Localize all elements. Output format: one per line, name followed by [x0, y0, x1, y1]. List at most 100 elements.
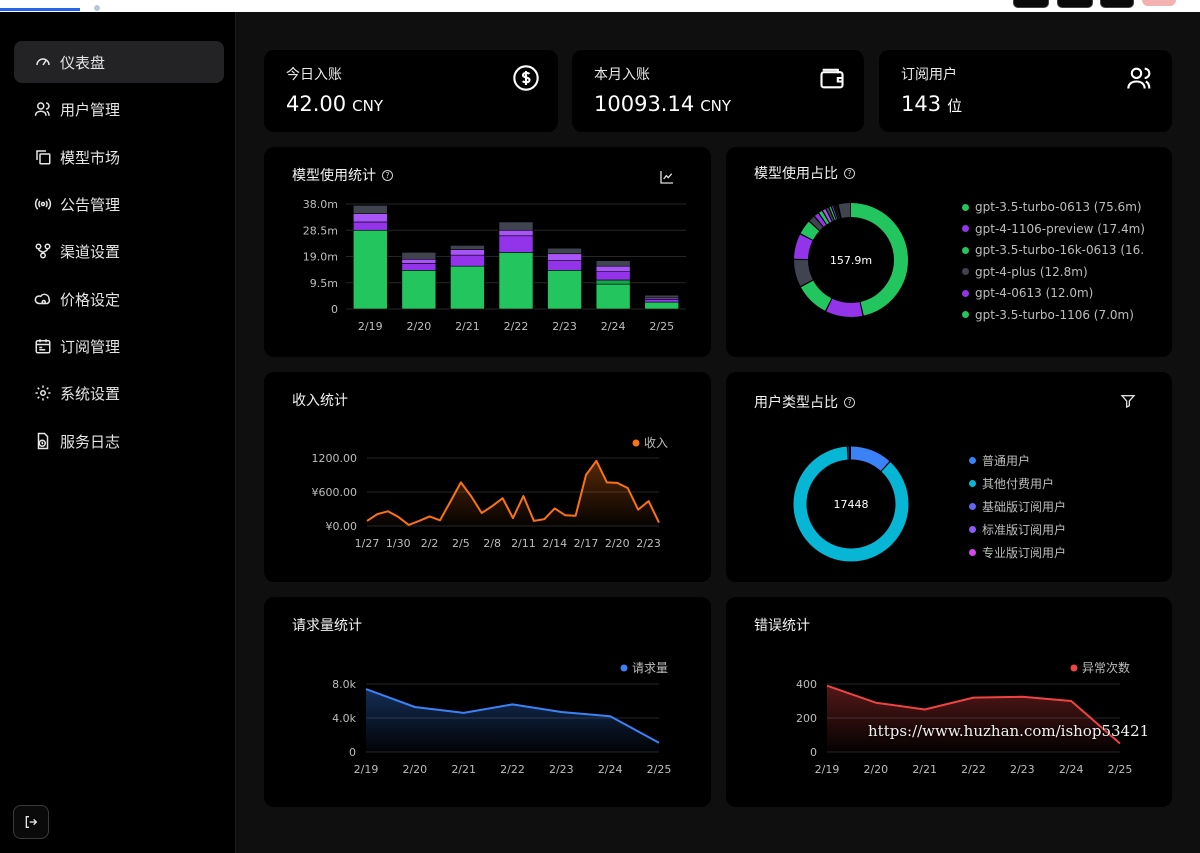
stat-unit: CNY [352, 97, 383, 115]
bar-segment [401, 258, 437, 264]
stat-value: 42.00 CNY [286, 92, 383, 116]
stat-unit: CNY [700, 97, 732, 115]
user-type-legend: 普通用户其他付费用户 基础版订阅用户 标准版订阅用户 专业版订阅用户 [726, 372, 1172, 582]
y-tick-label: 200 [796, 712, 817, 725]
bar-segment [644, 301, 680, 310]
x-tick-label: 2/25 [649, 320, 674, 333]
bar-segment [498, 221, 534, 231]
help-icon[interactable]: ? [382, 169, 393, 181]
legend-item[interactable]: 基础版订阅用户 [969, 498, 1066, 515]
sidebar-item-pricing[interactable]: 价格设定 [14, 278, 224, 320]
legend-label: 普通用户 [982, 454, 1031, 468]
sidebar: 仪表盘 用户管理 模型市场 公告管理 渠道设置 价格设定 订阅管理 系统设置 服… [0, 12, 236, 853]
sidebar-item-label: 模型市场 [60, 148, 121, 167]
bar-segment [547, 270, 582, 310]
sidebar-item-model-market[interactable]: 模型市场 [14, 136, 224, 178]
y-tick-label: 0 [349, 746, 356, 759]
sidebar-item-label: 仪表盘 [60, 53, 106, 72]
language-button[interactable] [1057, 0, 1093, 8]
panel-title: 用户类型占比? [754, 392, 855, 412]
series-line [366, 459, 660, 526]
model-usage-chart: 0 9.5m 19.0m 28.5m 38.0m 2/19 2/20 2/21 2/22 2/23… [303, 198, 686, 333]
legend-item[interactable]: gpt-3.5-turbo-1106 (7.0m) [962, 308, 1134, 322]
stat-card-today-income: 今日入账 42.00 CNY [264, 50, 558, 132]
panel-title: 请求量统计 [292, 615, 362, 635]
sidebar-item-label: 用户管理 [60, 100, 121, 119]
legend-item[interactable]: 标准版订阅用户 [969, 521, 1066, 538]
bar-segment [498, 235, 534, 253]
x-tick-label: 2/11 [511, 537, 536, 550]
legend-dot [962, 289, 969, 297]
x-tick-label: 2/21 [451, 763, 476, 776]
main-content: 今日入账 42.00 CNY 本月入账 10093.14 CNY 订阅用户 143 位… [236, 12, 1200, 853]
help-icon[interactable]: ? [844, 396, 855, 408]
sidebar-item-label: 服务日志 [60, 432, 121, 451]
logout-button[interactable] [13, 805, 49, 839]
top-bar [0, 0, 1200, 12]
donut-slice [793, 446, 909, 562]
legend-label: gpt-3.5-turbo-0613 (75.6m) [975, 200, 1142, 214]
x-tick-label: 2/22 [500, 763, 525, 776]
y-tick-label: 0 [331, 303, 338, 316]
sidebar-item-label: 渠道设置 [60, 242, 121, 261]
legend-item[interactable]: 其他付费用户 [969, 475, 1054, 492]
line-chart-icon[interactable] [659, 169, 675, 185]
stat-title: 订阅用户 [901, 67, 957, 83]
notification-button[interactable] [1100, 0, 1134, 8]
legend-item[interactable]: gpt-3.5-turbo-0613 (75.6m) [962, 200, 1142, 214]
legend-dot [632, 439, 640, 447]
y-tick-label: ¥600.00 [312, 486, 358, 499]
legend-label: 收入 [644, 436, 668, 450]
panel-model-share: 模型使用占比? 157.9m gpt-3.5-turbo-0613 (75.6m… [726, 147, 1172, 357]
sidebar-item-subscriptions[interactable]: 订阅管理 [14, 325, 224, 367]
sidebar-item-logs[interactable]: 服务日志 [14, 420, 224, 462]
theme-toggle-button[interactable] [1013, 0, 1049, 8]
x-tick-label: 2/8 [483, 537, 501, 550]
help-icon[interactable]: ? [844, 167, 855, 179]
legend-dot [962, 268, 969, 275]
gear-icon [35, 385, 51, 401]
panel-user-type: 用户类型占比? 17448 普通用户其他付费用户 基础版订阅用户 标准版订阅用户 专业… [726, 372, 1172, 582]
donut-slice [794, 203, 908, 317]
legend-item[interactable]: 普通用户 [969, 452, 1030, 469]
x-tick-label: 2/20 [605, 537, 630, 550]
legend-item[interactable]: gpt-3.5-turbo-16k-0613 (16. [962, 243, 1144, 257]
legend-dot [969, 549, 976, 556]
y-tick-label: 0 [810, 746, 817, 759]
panel-title: 模型使用统计? [292, 165, 393, 185]
legend-label: gpt-4-1106-preview (17.4m) [975, 221, 1145, 236]
bar-segment [450, 265, 485, 310]
watermark-text: https://www.huzhan.com/ishop53421 [868, 722, 1150, 740]
model-share-chart: 157.9m [794, 203, 908, 317]
stat-title: 本月入账 [594, 67, 650, 83]
bar-segment [547, 260, 582, 271]
sidebar-item-settings[interactable]: 系统设置 [14, 372, 224, 414]
donut-center-label: 17448 [834, 498, 869, 511]
filter-icon[interactable] [1120, 393, 1136, 409]
legend-item[interactable]: gpt-4-plus (12.8m) [962, 265, 1088, 279]
bar-segment [401, 263, 437, 271]
sidebar-item-users[interactable]: 用户管理 [14, 88, 224, 130]
legend-item[interactable]: 专业版订阅用户 [969, 544, 1066, 561]
requests-chart: 0 4.0k 8.0k 2/19 2/20 2/21 2/22 2/23 2/24 2/25 请求量 [332, 661, 671, 776]
user-type-chart: 17448 [793, 446, 909, 562]
x-tick-label: 2/21 [455, 320, 480, 333]
broadcast-icon [34, 198, 52, 210]
stat-card-subscribers: 订阅用户 143 位 [879, 50, 1172, 132]
legend-item[interactable]: gpt-4-0613 (12.0m) [962, 286, 1093, 300]
sidebar-item-channels[interactable]: 渠道设置 [14, 230, 224, 272]
legend-dot [969, 480, 976, 487]
copy-icon [36, 150, 51, 165]
legend-label: gpt-3.5-turbo-1106 (7.0m) [975, 307, 1134, 322]
x-tick-label: 2/23 [552, 320, 577, 333]
panel-requests: 请求量统计 0 4.0k 8.0k 2/19 2/20 2/21 2/22 2/23 2/24 2… [264, 597, 711, 807]
x-tick-label: 2/22 [961, 763, 986, 776]
sidebar-item-dashboard[interactable]: 仪表盘 [14, 41, 224, 83]
series-area [366, 689, 659, 752]
avatar[interactable] [1142, 0, 1176, 6]
stat-number: 42.00 [286, 92, 347, 116]
sidebar-item-announcements[interactable]: 公告管理 [14, 183, 224, 225]
legend-dot [962, 225, 969, 232]
legend-item[interactable]: gpt-4-1106-preview (17.4m) [962, 222, 1145, 236]
